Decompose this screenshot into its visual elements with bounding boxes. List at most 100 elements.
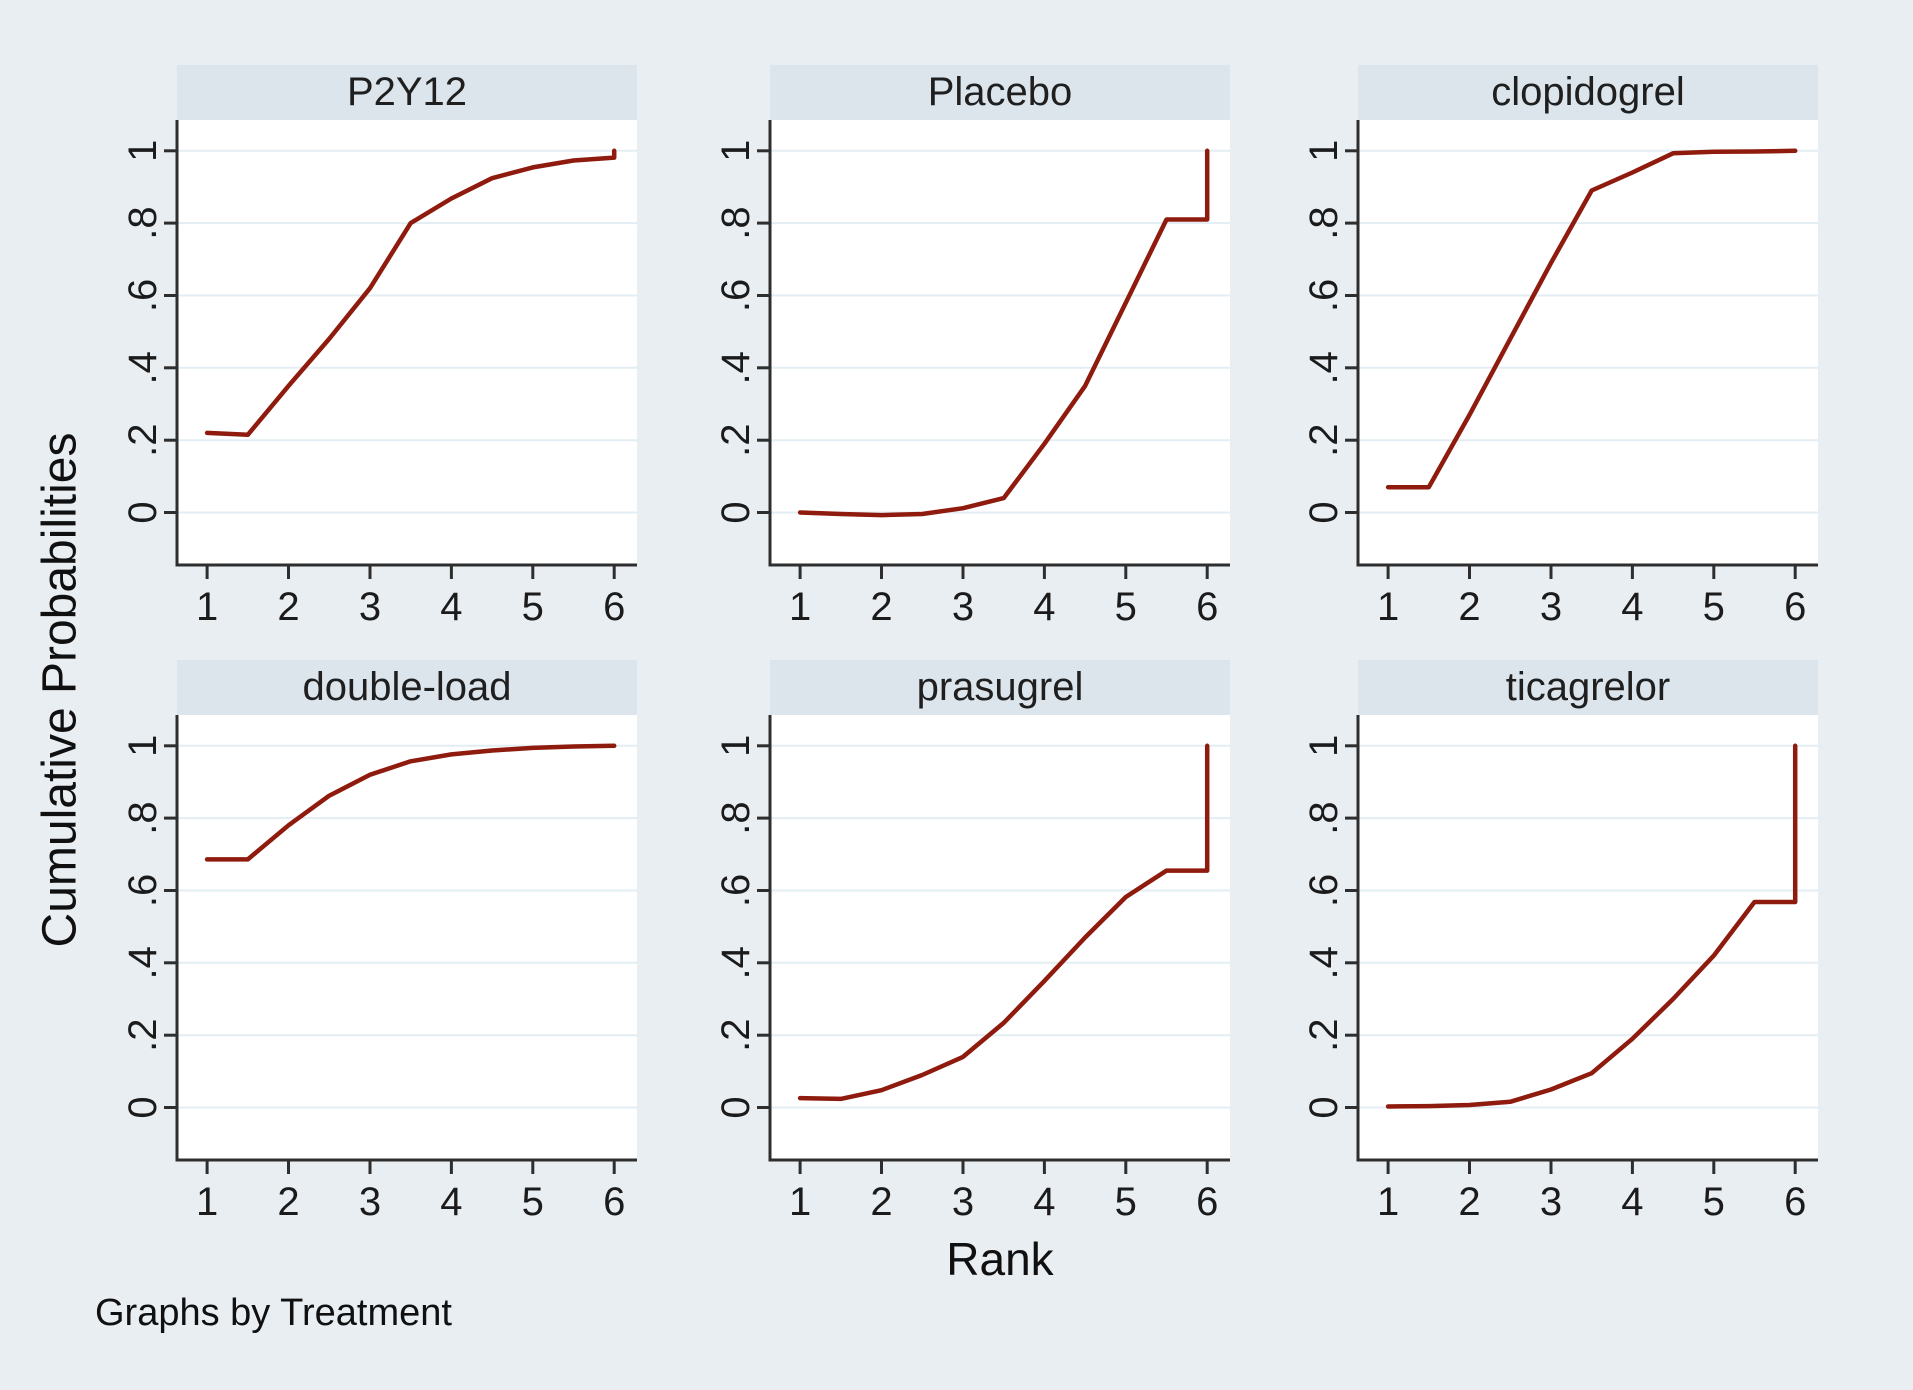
- x-tick-label: 3: [359, 585, 381, 629]
- series-line: [797, 743, 1210, 1102]
- x-ticks: 1 2 3 4 5 6: [196, 565, 625, 629]
- y-tick-label: .6: [1302, 874, 1346, 907]
- x-tick-label: 5: [522, 585, 544, 629]
- y-tick-label: .2: [714, 1019, 758, 1052]
- y-tick-label: 1: [121, 735, 165, 757]
- panel-title: P2Y12: [177, 65, 637, 120]
- y-gridlines-ticks: 0 .2 .4 .6 .8 1: [121, 735, 637, 1119]
- x-tick-label: 2: [277, 1180, 299, 1224]
- y-tick-label: .2: [1302, 1019, 1346, 1052]
- y-gridlines-ticks: 0 .2 .4 .6 .8 1: [714, 735, 1230, 1119]
- y-tick-label: 0: [714, 501, 758, 523]
- plot-area: [770, 120, 1230, 565]
- x-tick-label: 6: [1196, 585, 1218, 629]
- y-tick-label: .6: [714, 874, 758, 907]
- series-line: [1385, 743, 1798, 1109]
- x-tick-label: 2: [1458, 1180, 1480, 1224]
- y-tick-label: .8: [1302, 801, 1346, 834]
- x-ticks: 1 2 3 4 5 6: [1377, 565, 1806, 629]
- y-tick-label: 0: [121, 1096, 165, 1118]
- panel-plot-ticagrelor: 0 .2 .4 .6 .8 1 1 2 3 4 5 6: [1302, 715, 1818, 1224]
- y-tick-label: .8: [714, 206, 758, 239]
- y-axis-title: Cumulative Probabilities: [33, 432, 87, 948]
- x-tick-label: 5: [1115, 585, 1137, 629]
- y-tick-label: 0: [1302, 501, 1346, 523]
- panel-title: prasugrel: [770, 660, 1230, 715]
- y-tick-label: .2: [1302, 424, 1346, 457]
- x-tick-label: 1: [1377, 1180, 1399, 1224]
- x-tick-label: 4: [1621, 585, 1643, 629]
- x-tick-label: 3: [1540, 585, 1562, 629]
- plot-area: [1358, 715, 1818, 1160]
- series-line: [797, 148, 1210, 518]
- y-tick-label: 1: [714, 140, 758, 162]
- panel-plot-prasugrel: 0 .2 .4 .6 .8 1 1 2 3 4 5 6: [714, 715, 1230, 1224]
- x-tick-label: 4: [440, 585, 462, 629]
- y-gridlines-ticks: 0 .2 .4 .6 .8 1: [1302, 735, 1818, 1119]
- y-tick-label: 1: [121, 140, 165, 162]
- plot-area: [177, 120, 637, 565]
- x-tick-label: 4: [1621, 1180, 1643, 1224]
- x-tick-label: 6: [603, 1180, 625, 1224]
- y-tick-label: 1: [1302, 735, 1346, 757]
- x-tick-label: 5: [1703, 585, 1725, 629]
- x-tick-label: 2: [277, 585, 299, 629]
- x-tick-label: 1: [196, 1180, 218, 1224]
- y-gridlines-ticks: 0 .2 .4 .6 .8 1: [1302, 140, 1818, 524]
- y-tick-label: .8: [121, 801, 165, 834]
- panel-ticagrelor: ticagrelor 0 .2 .4 .6 .8 1 1 2 3 4 5 6: [1298, 660, 1818, 1245]
- y-tick-label: .4: [1302, 351, 1346, 384]
- x-tick-label: 1: [1377, 585, 1399, 629]
- x-ticks: 1 2 3 4 5 6: [789, 565, 1218, 629]
- panel-title: double-load: [177, 660, 637, 715]
- series-line: [204, 148, 617, 438]
- panel-plot-double-load: 0 .2 .4 .6 .8 1 1 2 3 4 5 6: [121, 715, 637, 1224]
- y-tick-label: .4: [121, 351, 165, 384]
- panel-prasugrel: prasugrel 0 .2 .4 .6 .8 1 1 2 3 4 5 6: [710, 660, 1230, 1245]
- x-axis-title: Rank: [946, 1233, 1054, 1285]
- y-tick-label: .4: [714, 351, 758, 384]
- y-gridlines-ticks: 0 .2 .4 .6 .8 1: [714, 140, 1230, 524]
- x-tick-label: 6: [1784, 1180, 1806, 1224]
- x-tick-label: 1: [196, 585, 218, 629]
- x-ticks: 1 2 3 4 5 6: [1377, 1160, 1806, 1224]
- y-tick-label: .6: [121, 279, 165, 312]
- y-tick-label: 0: [714, 1096, 758, 1118]
- panel-title: clopidogrel: [1358, 65, 1818, 120]
- x-tick-label: 4: [440, 1180, 462, 1224]
- x-tick-label: 4: [1033, 1180, 1055, 1224]
- x-tick-label: 2: [870, 585, 892, 629]
- y-tick-label: .6: [714, 279, 758, 312]
- y-tick-label: .6: [1302, 279, 1346, 312]
- x-tick-label: 6: [1196, 1180, 1218, 1224]
- x-ticks: 1 2 3 4 5 6: [196, 1160, 625, 1224]
- y-tick-label: 1: [714, 735, 758, 757]
- panel-title: Placebo: [770, 65, 1230, 120]
- x-tick-label: 6: [1784, 585, 1806, 629]
- panel-title: ticagrelor: [1358, 660, 1818, 715]
- x-ticks: 1 2 3 4 5 6: [789, 1160, 1218, 1224]
- y-tick-label: .4: [121, 946, 165, 979]
- x-tick-label: 5: [1703, 1180, 1725, 1224]
- x-tick-label: 3: [1540, 1180, 1562, 1224]
- y-tick-label: 0: [1302, 1096, 1346, 1118]
- y-tick-label: .2: [714, 424, 758, 457]
- y-tick-label: .6: [121, 874, 165, 907]
- y-gridlines-ticks: 0 .2 .4 .6 .8 1: [121, 140, 637, 524]
- x-tick-label: 2: [1458, 585, 1480, 629]
- x-tick-label: 3: [359, 1180, 381, 1224]
- panel-p2y12: P2Y12 0 .2 .4 .6 .8 1 1 2 3 4 5 6: [117, 65, 637, 650]
- x-tick-label: 5: [1115, 1180, 1137, 1224]
- series-line: [204, 743, 617, 862]
- panel-plot-p2y12: 0 .2 .4 .6 .8 1 1 2 3 4 5 6: [121, 120, 637, 629]
- panel-placebo: Placebo 0 .2 .4 .6 .8 1 1 2 3 4 5 6: [710, 65, 1230, 650]
- x-tick-label: 1: [789, 1180, 811, 1224]
- y-tick-label: .2: [121, 424, 165, 457]
- y-tick-label: 0: [121, 501, 165, 523]
- plot-area: [770, 715, 1230, 1160]
- y-tick-label: .2: [121, 1019, 165, 1052]
- y-tick-label: .4: [1302, 946, 1346, 979]
- y-tick-label: .8: [121, 206, 165, 239]
- graphs-by-footnote: Graphs by Treatment: [95, 1292, 452, 1334]
